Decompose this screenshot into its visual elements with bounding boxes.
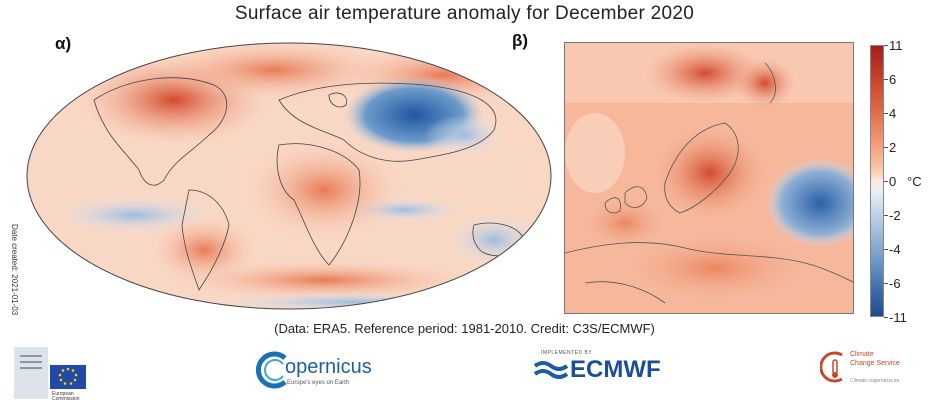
colorbar-tick-mark xyxy=(884,215,888,216)
ecmwf-name: ECMWF xyxy=(570,356,661,383)
colorbar-tick-label: -4 xyxy=(889,242,901,257)
colorbar-tick-label: 0 xyxy=(889,174,897,189)
figure-title: Surface air temperature anomaly for Dece… xyxy=(234,3,695,24)
colorbar-tick-mark xyxy=(884,249,888,250)
ecmwf-implemented-by: IMPLEMENTED BY xyxy=(541,350,593,356)
c3s-line-3: Climate.copernicus.eu xyxy=(850,378,900,384)
colorbar-tick-mark xyxy=(884,113,888,114)
colorbar xyxy=(870,45,884,317)
copernicus-name: opernicus xyxy=(285,356,372,378)
colorbar-tick-mark xyxy=(884,181,888,182)
copernicus-tagline: Europe's eyes on Earth xyxy=(287,380,350,386)
europe-anomaly-map xyxy=(564,42,854,314)
colorbar-tick-label: -2 xyxy=(889,208,901,223)
panel-label-europe: β) xyxy=(512,31,529,50)
date-created-label: Date created: 2021-01-03 xyxy=(10,224,19,316)
c3s-line-2: Change Service xyxy=(850,360,900,367)
copernicus-logo: opernicus Europe's eyes on Earth xyxy=(255,348,372,393)
data-credit-caption: (Data: ERA5. Reference period: 1981-2010… xyxy=(274,321,655,336)
colorbar-tick-mark xyxy=(884,283,888,284)
colorbar-tick-label: -11 xyxy=(889,310,907,325)
european-commission-logo: European Commission xyxy=(14,345,104,402)
eu-label-2: Commission xyxy=(52,396,80,402)
global-anomaly-map xyxy=(24,40,554,312)
colorbar-tick-label: 11 xyxy=(889,38,903,53)
colorbar-tick-mark xyxy=(884,317,888,318)
colorbar-tick-mark xyxy=(884,79,888,80)
eu-label-1: European xyxy=(52,391,74,397)
colorbar-tick-label: 2 xyxy=(889,140,897,155)
c3s-line-1: Climate xyxy=(850,351,874,358)
colorbar-tick-label: -6 xyxy=(889,276,901,291)
colorbar-tick-mark xyxy=(884,147,888,148)
colorbar-unit: °C xyxy=(907,174,922,189)
colorbar-tick-label: 6 xyxy=(889,72,897,87)
colorbar-tick-label: 4 xyxy=(889,106,897,121)
climate-change-service-logo: Climate Change Service Climate.copernicu… xyxy=(820,348,920,396)
colorbar-tick-mark xyxy=(884,45,888,46)
panel-label-global: α) xyxy=(55,34,72,53)
ecmwf-logo: IMPLEMENTED BY ECMWF xyxy=(533,350,683,388)
